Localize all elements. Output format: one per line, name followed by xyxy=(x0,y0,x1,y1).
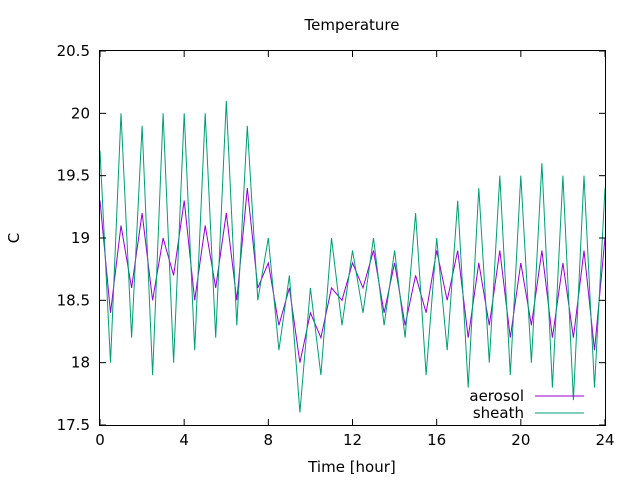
x-tick-label: 8 xyxy=(264,431,274,449)
x-tick-label: 16 xyxy=(427,431,446,449)
y-tick-label: 18.5 xyxy=(57,291,90,309)
y-tick-label: 17.5 xyxy=(57,416,90,434)
y-tick-label: 19.5 xyxy=(57,167,90,185)
y-axis-label: C xyxy=(5,233,23,243)
series-line-aerosol xyxy=(99,188,606,363)
series-line-sheath xyxy=(99,100,606,413)
legend-label: sheath xyxy=(473,404,524,422)
x-axis-label: Time [hour] xyxy=(307,458,396,476)
y-tick-label: 18 xyxy=(71,354,90,372)
y-tick-label: 19 xyxy=(71,229,90,247)
y-tick-label: 20 xyxy=(71,104,90,122)
series-layer xyxy=(99,100,606,413)
x-tick-label: 4 xyxy=(179,431,189,449)
x-tick-label: 24 xyxy=(595,431,614,449)
x-tick-label: 20 xyxy=(511,431,530,449)
plot-border xyxy=(99,50,606,426)
x-tick-label: 0 xyxy=(95,431,105,449)
x-tick-label: 12 xyxy=(343,431,362,449)
y-tick-label: 20.5 xyxy=(57,42,90,60)
chart-title: Temperature xyxy=(303,16,399,34)
ticks-layer: 0 4 8 12 16 20 24 17.5 18 18.5 19 19.5 20 20.5 xyxy=(57,42,615,449)
legend-label: aerosol xyxy=(469,387,524,405)
